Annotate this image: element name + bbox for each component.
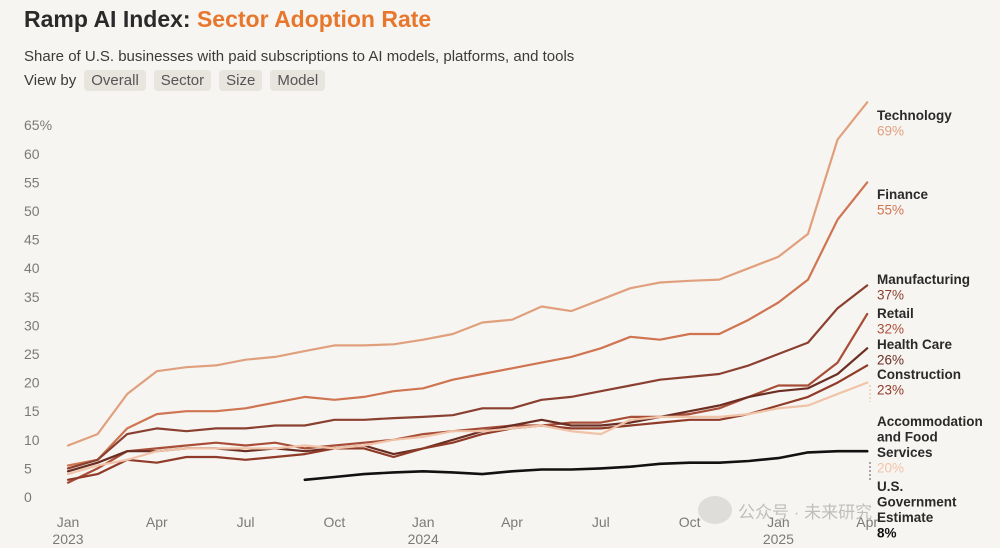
y-tick-label: 25 xyxy=(24,346,40,362)
y-tick-label: 35 xyxy=(24,289,40,305)
view-option-model[interactable]: Model xyxy=(270,70,326,91)
series-lines xyxy=(66,101,869,484)
x-tick-label: Jan xyxy=(412,514,435,530)
series-label-name: Government xyxy=(877,495,957,510)
series-label-value: 20% xyxy=(877,461,904,476)
y-tick-label: 50 xyxy=(24,203,40,219)
view-by-toggle: View by Overall Sector Size Model xyxy=(24,70,326,91)
y-tick-label: 40 xyxy=(24,260,40,276)
series-line-accommodation-and-food-services[interactable] xyxy=(66,381,869,476)
y-tick-label: 60 xyxy=(24,146,40,162)
y-tick-label: 5 xyxy=(24,460,32,476)
x-tick-label: Oct xyxy=(679,514,701,530)
x-tick-label: Oct xyxy=(324,514,346,530)
y-tick-label: 30 xyxy=(24,317,40,333)
series-line-construction[interactable] xyxy=(66,364,869,481)
view-option-size[interactable]: Size xyxy=(219,70,263,91)
y-tick-label: 55 xyxy=(24,174,40,190)
series-line-finance[interactable] xyxy=(66,181,869,467)
series-label-value: 69% xyxy=(877,124,904,139)
y-tick-label: 0 xyxy=(24,489,32,505)
series-label-name: Services xyxy=(877,445,933,460)
series-line-manufacturing[interactable] xyxy=(66,284,869,470)
page-title: Ramp AI Index: Sector Adoption Rate xyxy=(24,6,431,33)
title-accent: Sector Adoption Rate xyxy=(196,6,432,32)
x-tick-label: Apr xyxy=(501,514,523,530)
y-tick-label: 45 xyxy=(24,232,40,248)
series-label-value: 26% xyxy=(877,353,904,368)
series-line-u-s-government-estimate[interactable] xyxy=(303,449,869,482)
view-option-overall[interactable]: Overall xyxy=(84,70,146,91)
y-tick-label: 15 xyxy=(24,403,40,419)
title-prefix: Ramp AI Index: xyxy=(24,6,197,32)
x-tick-year: 2024 xyxy=(408,531,439,547)
x-tick-label: Jan xyxy=(57,514,80,530)
series-label-value: 55% xyxy=(877,203,904,218)
series-label-value: 32% xyxy=(877,322,904,337)
series-label-value: 37% xyxy=(877,288,904,303)
y-tick-label: 65% xyxy=(24,117,52,133)
y-tick-label: 10 xyxy=(24,432,40,448)
x-tick-year: 2025 xyxy=(763,531,794,547)
series-label-name: Technology xyxy=(877,108,952,123)
view-option-sector[interactable]: Sector xyxy=(153,70,212,91)
series-label-value: 8% xyxy=(877,526,897,541)
series-label-name: Retail xyxy=(877,306,914,321)
series-label-name: Estimate xyxy=(877,510,934,525)
series-label-name: U.S. xyxy=(877,479,903,494)
series-label-name: Manufacturing xyxy=(877,272,970,287)
x-tick-label: Jan xyxy=(767,514,790,530)
series-line-retail[interactable] xyxy=(66,312,869,484)
y-tick-label: 20 xyxy=(24,375,40,391)
x-tick-label: Jul xyxy=(237,514,255,530)
x-tick-year: 2023 xyxy=(52,531,83,547)
series-label-name: Finance xyxy=(877,187,929,202)
x-tick-label: Apr xyxy=(146,514,168,530)
series-label-name: Accommodation xyxy=(877,414,983,429)
series-line-technology[interactable] xyxy=(66,101,869,447)
series-label-value: 23% xyxy=(877,383,904,398)
series-label-name: Construction xyxy=(877,367,961,382)
series-label-name: Health Care xyxy=(877,337,953,352)
x-tick-label: Apr xyxy=(856,514,878,530)
x-tick-label: Jul xyxy=(592,514,610,530)
series-label-name: and Food xyxy=(877,430,938,445)
chart-subtitle: Share of U.S. businesses with paid subsc… xyxy=(24,48,575,65)
view-by-label: View by xyxy=(24,72,77,89)
